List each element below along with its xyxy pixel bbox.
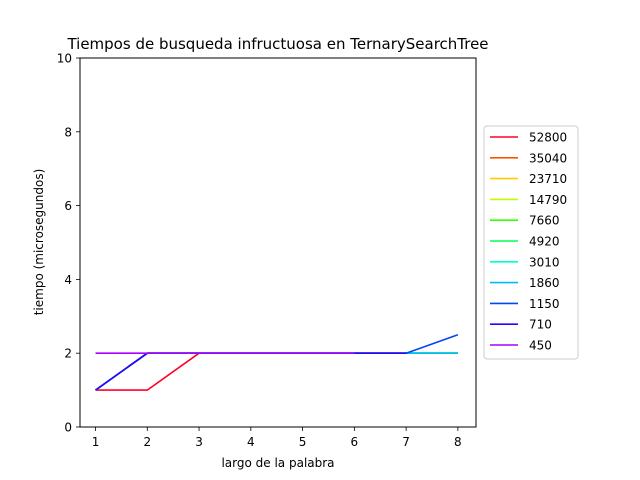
y-tick-label: 10 <box>57 52 72 66</box>
legend-label-710: 710 <box>529 318 552 332</box>
legend-label-7660: 7660 <box>529 214 560 228</box>
legend-label-1150: 1150 <box>529 297 560 311</box>
y-tick-label: 4 <box>64 273 72 287</box>
plot-frame <box>79 57 477 428</box>
plot-background <box>80 58 476 427</box>
series-layer <box>95 333 459 391</box>
x-axis-ticks: 1 2 3 4 5 6 7 8 <box>92 427 462 449</box>
y-axis-ticks: 0 2 4 6 8 10 <box>57 52 80 435</box>
legend: 52800 35040 23710 14790 7660 4920 3010 1860 1150… <box>483 125 579 360</box>
x-tick-label: 2 <box>143 435 151 449</box>
x-tick-label: 8 <box>454 435 462 449</box>
chart-title: Tiempos de busqueda infructuosa en Terna… <box>66 35 488 53</box>
legend-frame <box>483 125 579 360</box>
x-tick-label: 5 <box>299 435 307 449</box>
y-axis-label: tiempo (microsegundos) <box>32 169 46 316</box>
y-tick-label: 2 <box>64 347 72 361</box>
legend-label-52800: 52800 <box>529 131 567 145</box>
x-tick-label: 6 <box>351 435 359 449</box>
x-tick-label: 1 <box>92 435 100 449</box>
y-tick-label: 0 <box>64 421 72 435</box>
plot-area <box>79 57 477 428</box>
x-tick-label: 3 <box>195 435 203 449</box>
legend-label-23710: 23710 <box>529 172 567 186</box>
legend-label-450: 450 <box>529 339 552 353</box>
x-axis-label: largo de la palabra <box>221 456 334 470</box>
legend-label-14790: 14790 <box>529 193 567 207</box>
x-tick-label: 4 <box>247 435 255 449</box>
y-tick-label: 8 <box>64 125 72 139</box>
legend-label-4920: 4920 <box>529 235 560 249</box>
y-tick-label: 6 <box>64 199 72 213</box>
legend-label-3010: 3010 <box>529 255 560 269</box>
x-tick-label: 7 <box>402 435 410 449</box>
legend-label-1860: 1860 <box>529 276 560 290</box>
legend-label-35040: 35040 <box>529 151 567 165</box>
